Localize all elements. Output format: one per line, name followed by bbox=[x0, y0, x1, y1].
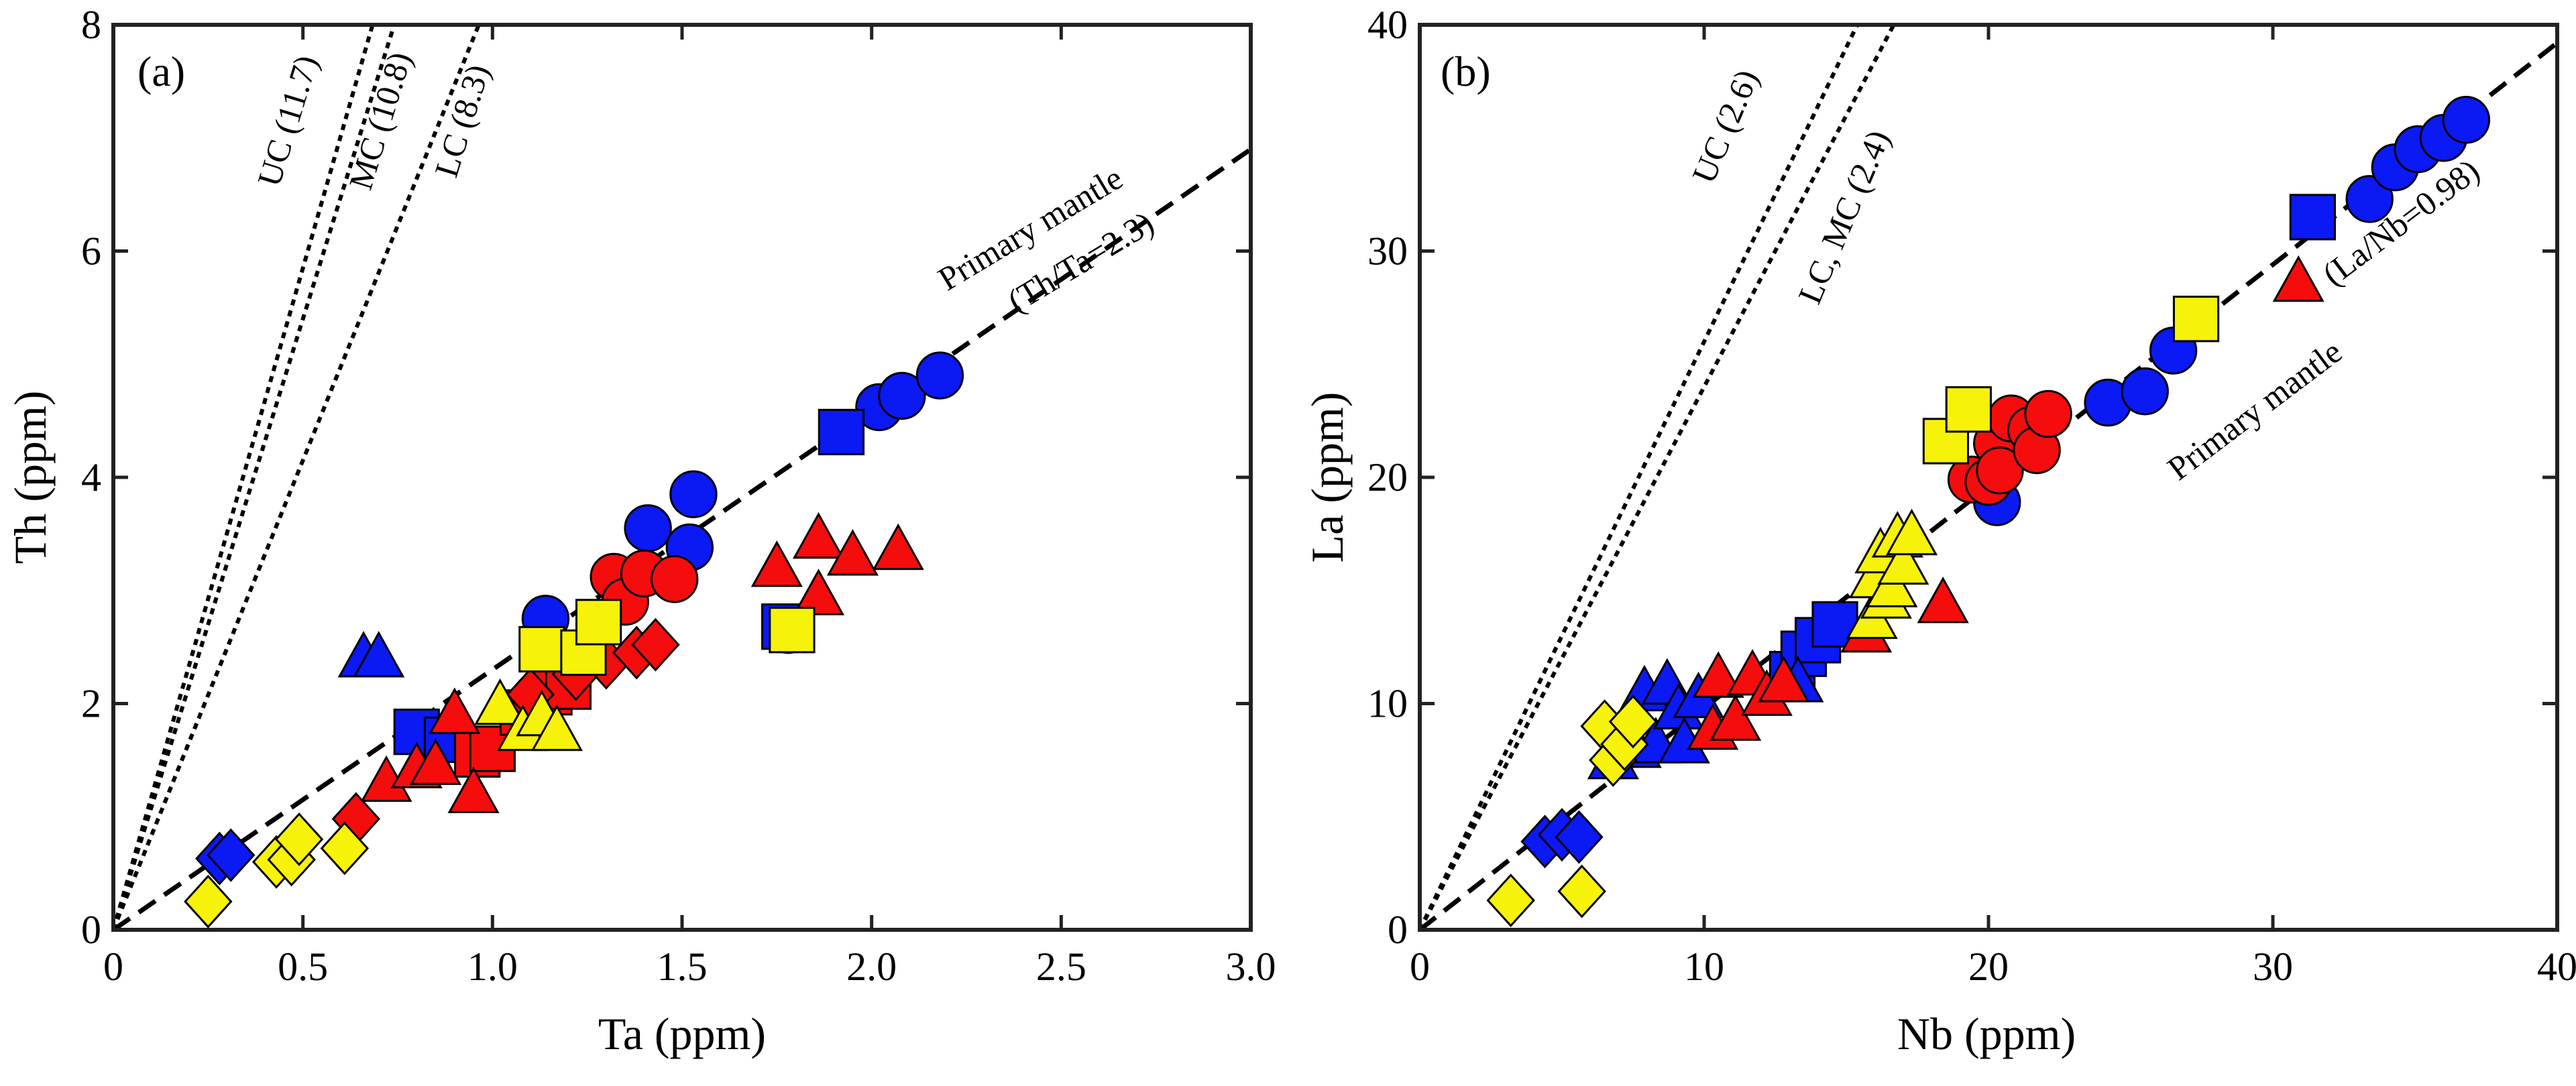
data-point-red-triangle bbox=[447, 766, 500, 813]
y-tick-label: 40 bbox=[1367, 3, 1408, 47]
data-point-yellow-square bbox=[1945, 386, 1992, 433]
data-point-red-circle bbox=[1976, 446, 2024, 495]
x-tick-label: 20 bbox=[1968, 945, 2009, 989]
data-point-red-triangle bbox=[1710, 694, 1762, 741]
x-tick-label: 0.5 bbox=[278, 945, 328, 989]
data-point-blue-circle bbox=[669, 470, 718, 519]
x-tick-label: 2.0 bbox=[846, 945, 897, 989]
x-tick-label: 1.0 bbox=[467, 945, 518, 989]
x-tick-label: 3.0 bbox=[1226, 945, 1276, 989]
data-point-yellow-square bbox=[769, 607, 816, 654]
y-tick-label: 10 bbox=[1367, 682, 1408, 726]
data-point-red-circle bbox=[2024, 389, 2072, 438]
x-axis-title: Ta (ppm) bbox=[598, 1008, 766, 1059]
y-tick-label: 2 bbox=[81, 682, 101, 726]
x-tick-label: 0 bbox=[103, 945, 123, 989]
data-point-blue-circle bbox=[2121, 367, 2169, 416]
data-point-yellow-triangle bbox=[1885, 508, 1938, 556]
data-point-yellow-square bbox=[518, 625, 565, 673]
x-tick-label: 10 bbox=[1684, 945, 1724, 989]
data-point-red-triangle bbox=[792, 568, 845, 615]
data-point-yellow-triangle bbox=[1877, 538, 1929, 585]
reference-line-label: LC (8.3) bbox=[427, 60, 497, 182]
data-point-red-triangle bbox=[1692, 651, 1744, 698]
reference-line-label: UC (11.7) bbox=[250, 51, 325, 191]
data-point-blue-triangle bbox=[353, 631, 405, 678]
data-point-red-triangle bbox=[429, 687, 481, 734]
y-tick-label: 6 bbox=[81, 229, 101, 274]
panel-a: UC (11.7) MC (10.8) LC (8.3)Primary mantle… bbox=[5, 3, 1276, 1059]
data-point-yellow-triangle bbox=[474, 678, 526, 725]
data-point-yellow-diamond bbox=[320, 821, 370, 876]
reference-line-label: LC, MC (2.4) bbox=[1791, 125, 1897, 309]
data-point-red-triangle bbox=[872, 523, 924, 570]
y-tick-label: 30 bbox=[1367, 229, 1408, 274]
reference-line bbox=[113, 25, 481, 930]
reference-line bbox=[1420, 25, 1896, 930]
y-tick-label: 0 bbox=[1388, 908, 1408, 952]
panel-b: UC (2.6) LC, MC (2.4)Primary mantle(La/Nb… bbox=[1302, 3, 2576, 1059]
reference-line bbox=[1420, 25, 1860, 930]
panel-label: (b) bbox=[1441, 48, 1491, 95]
data-point-red-triangle bbox=[1917, 577, 1969, 623]
data-point-red-diamond bbox=[631, 617, 680, 672]
data-point-yellow-diamond bbox=[1557, 864, 1606, 918]
data-point-yellow-square bbox=[2172, 296, 2220, 343]
data-points bbox=[184, 351, 964, 928]
data-point-red-triangle bbox=[792, 511, 845, 559]
reference-line-label: UC (2.6) bbox=[1685, 64, 1766, 189]
data-point-blue-circle bbox=[2442, 96, 2491, 144]
data-point-red-circle bbox=[650, 555, 699, 603]
data-point-red-triangle bbox=[826, 529, 879, 576]
reference-line bbox=[113, 25, 375, 930]
data-point-blue-square bbox=[818, 408, 865, 456]
data-point-blue-diamond bbox=[207, 828, 256, 882]
y-tick-label: 0 bbox=[81, 908, 101, 952]
data-point-red-triangle bbox=[409, 738, 462, 785]
data-point-red-triangle bbox=[750, 540, 803, 587]
data-point-yellow-triangle bbox=[530, 704, 583, 751]
data-point-blue-circle bbox=[624, 504, 672, 552]
data-point-yellow-diamond bbox=[1486, 873, 1535, 928]
y-axis-title: La (ppm) bbox=[1302, 392, 1353, 563]
data-point-yellow-diamond bbox=[184, 874, 233, 928]
data-point-blue-diamond bbox=[1555, 810, 1604, 864]
data-point-yellow-diamond bbox=[1608, 695, 1658, 749]
y-tick-label: 4 bbox=[81, 455, 101, 499]
y-tick-label: 20 bbox=[1367, 455, 1408, 499]
data-point-blue-circle bbox=[2345, 175, 2394, 223]
x-tick-label: 30 bbox=[2253, 945, 2293, 989]
data-point-blue-circle bbox=[878, 371, 926, 420]
x-tick-label: 2.5 bbox=[1036, 945, 1086, 989]
x-axis-title: Nb (ppm) bbox=[1897, 1008, 2076, 1059]
data-point-yellow-square bbox=[575, 599, 622, 646]
x-tick-label: 0 bbox=[1410, 945, 1430, 989]
panel-label: (a) bbox=[137, 48, 185, 95]
data-point-yellow-diamond bbox=[274, 812, 324, 867]
y-axis-title: Th (ppm) bbox=[5, 391, 56, 564]
data-point-blue-square bbox=[2289, 194, 2336, 241]
data-point-red-triangle bbox=[1758, 656, 1810, 703]
y-tick-label: 8 bbox=[81, 3, 101, 47]
x-tick-label: 1.5 bbox=[657, 945, 708, 989]
reference-line-label: MC (10.8) bbox=[341, 48, 418, 194]
reference-line bbox=[113, 25, 396, 930]
x-tick-label: 40 bbox=[2537, 945, 2576, 989]
data-points bbox=[1486, 96, 2491, 928]
data-point-blue-circle bbox=[915, 351, 964, 400]
data-point-red-triangle bbox=[2272, 255, 2325, 302]
